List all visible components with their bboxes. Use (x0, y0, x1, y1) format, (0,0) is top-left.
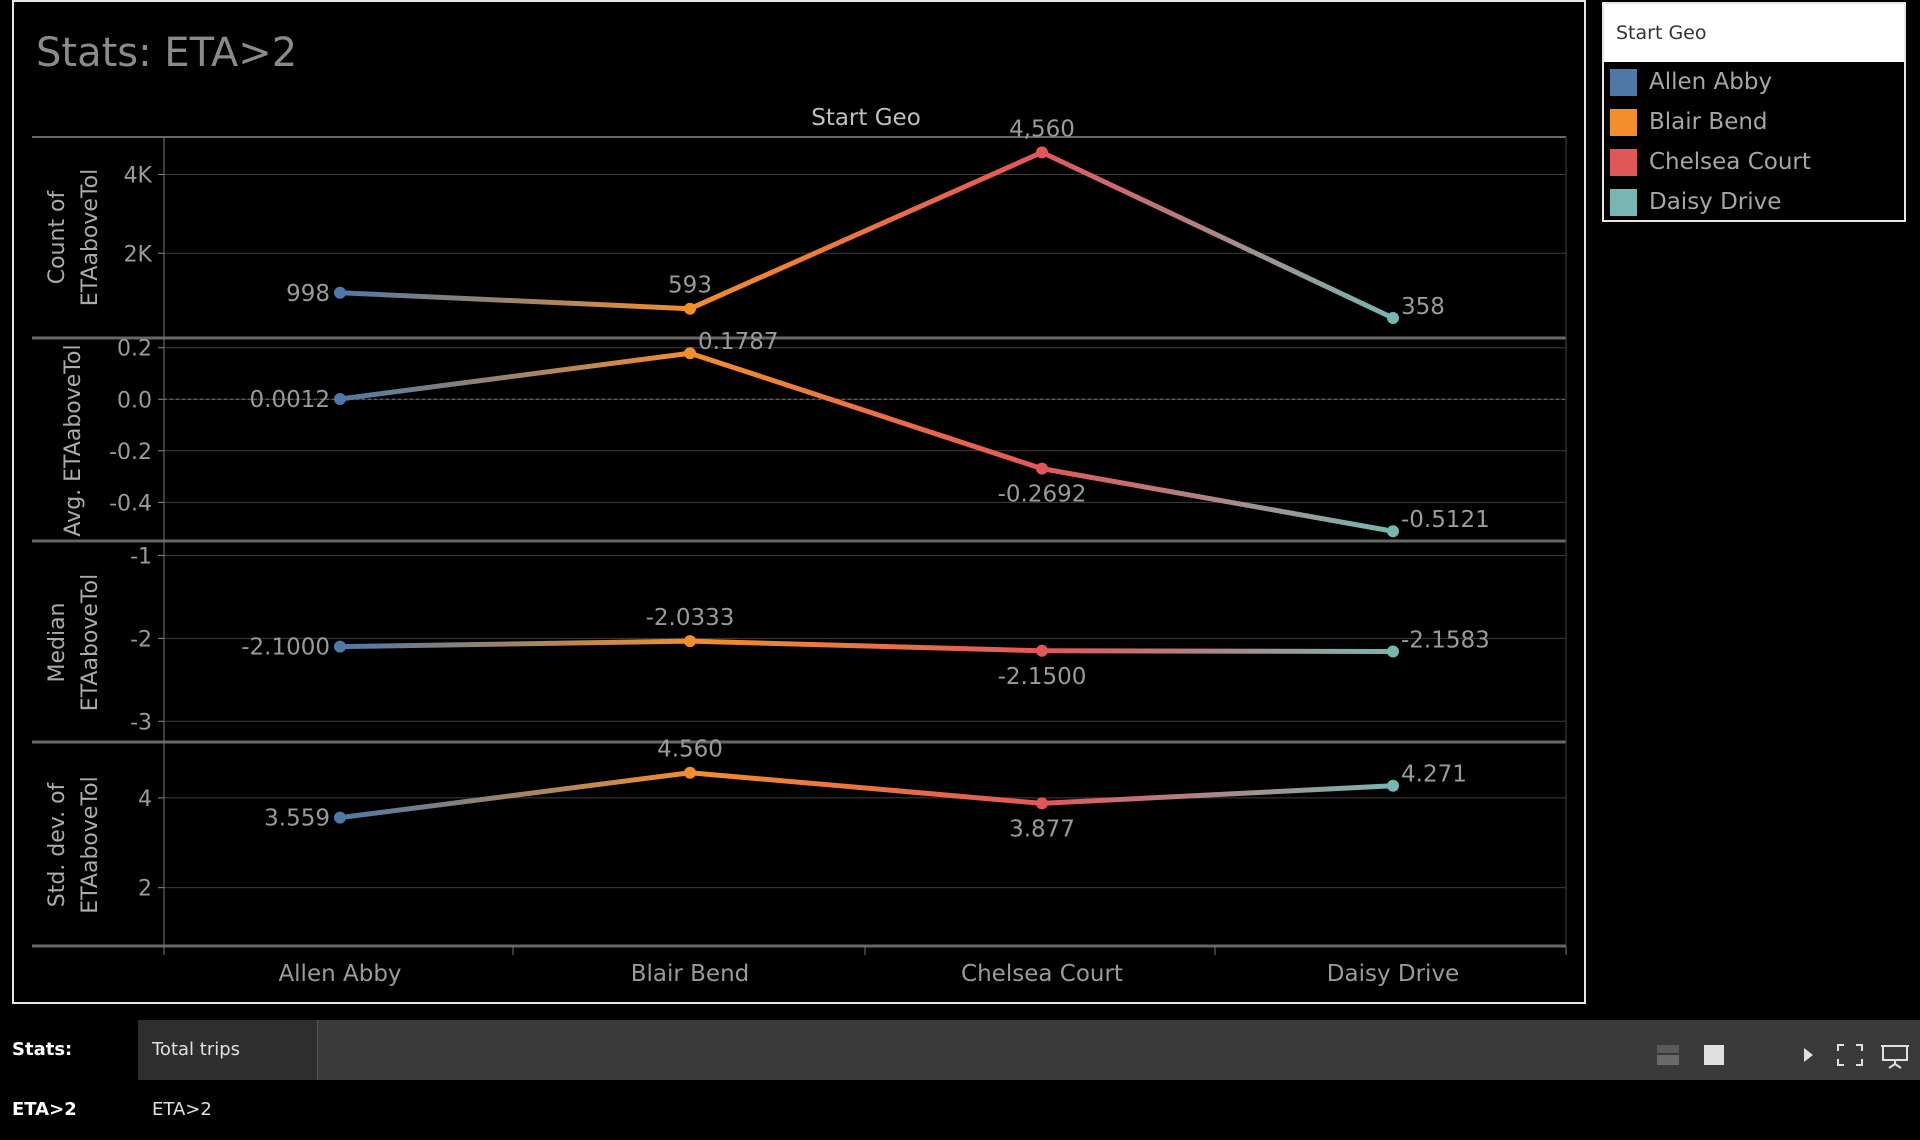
legend: Start Geo Allen Abby Blair Bend Chelsea … (1602, 2, 1906, 222)
legend-label: Daisy Drive (1649, 189, 1782, 215)
data-label: 998 (286, 281, 330, 307)
legend-swatch (1610, 68, 1637, 96)
series-line-segment (337, 290, 693, 312)
presentation-icon[interactable] (1880, 1043, 1910, 1069)
series-line-segment (1039, 648, 1396, 654)
series-line-segment (1039, 466, 1396, 534)
y-tick-label: 2 (138, 877, 152, 902)
data-label: -0.5121 (1401, 507, 1490, 533)
data-label: 358 (1401, 294, 1445, 320)
series-line-segment (337, 350, 693, 402)
y-axis-title: Avg. ETAaboveTol (61, 344, 86, 536)
page-title: Stats: ETA>2 (36, 30, 298, 76)
y-axis-title: Median ETAaboveTol (45, 574, 103, 711)
data-point (1036, 797, 1048, 810)
y-axis-title: Count of ETAaboveTol (45, 169, 103, 306)
series-line-segment (1039, 783, 1396, 806)
data-point (684, 766, 696, 779)
tab-total-trips-eta[interactable]: Total trips ETA>2 (138, 1020, 318, 1120)
data-label: -2.0333 (646, 605, 735, 631)
legend-item-chelsea-court[interactable]: Chelsea Court (1604, 142, 1904, 182)
tab-stats-eta[interactable]: Stats: ETA>2 (0, 1020, 138, 1120)
data-point (684, 635, 696, 648)
data-point (1387, 645, 1399, 658)
data-label: 0.0012 (250, 387, 330, 413)
data-point (334, 286, 346, 299)
legend-label: Chelsea Court (1649, 149, 1811, 175)
legend-item-blair-bend[interactable]: Blair Bend (1604, 102, 1904, 142)
data-point (1387, 525, 1399, 538)
x-tick-label: Allen Abby (278, 961, 401, 987)
y-tick-label: -2 (130, 627, 152, 652)
chart-area: Start Geo 2K 4K Count of ETAaboveTol 998 593 4,… (32, 105, 1567, 987)
layout-icon[interactable] (1656, 1043, 1680, 1067)
legend-label: Blair Bend (1649, 109, 1768, 135)
y-tick-label: -1 (130, 544, 152, 569)
series-line-segment (687, 638, 1045, 654)
data-label: 4.560 (657, 737, 723, 763)
data-point (1387, 311, 1399, 324)
play-icon[interactable] (1796, 1043, 1820, 1067)
sheet-tab-bar: Stats: ETA>2 Total trips ETA>2 (0, 1020, 1920, 1120)
legend-title: Start Geo (1604, 4, 1904, 62)
data-point (684, 302, 696, 315)
series-line-segment (337, 638, 693, 650)
y-tick-label: -0.4 (109, 491, 152, 516)
data-label: -0.2692 (998, 482, 1087, 508)
data-label: 3.877 (1009, 816, 1075, 842)
square-icon[interactable] (1702, 1043, 1726, 1067)
data-point (334, 811, 346, 824)
column-header: Start Geo (811, 105, 921, 131)
y-tick-label: 0.0 (117, 388, 152, 413)
x-tick-label: Daisy Drive (1327, 961, 1459, 987)
series-line-segment (687, 149, 1045, 312)
data-label: 4.271 (1401, 762, 1467, 788)
data-point (1036, 644, 1048, 657)
y-tick-label: 4K (124, 163, 153, 188)
fullscreen-icon[interactable] (1836, 1043, 1864, 1067)
legend-item-daisy-drive[interactable]: Daisy Drive (1604, 182, 1904, 222)
data-label: 4,560 (1009, 116, 1075, 142)
data-label: 593 (668, 273, 712, 299)
legend-label: Allen Abby (1649, 69, 1773, 95)
x-tick-label: Chelsea Court (961, 961, 1123, 987)
data-point (1036, 146, 1048, 159)
data-label: -2.1583 (1401, 627, 1490, 653)
series-line-segment (687, 350, 1045, 472)
y-tick-label: 0.2 (117, 337, 152, 362)
data-label: 0.1787 (698, 329, 778, 355)
legend-swatch (1610, 188, 1637, 216)
data-label: -2.1500 (998, 664, 1087, 690)
data-point (334, 392, 346, 405)
series-line-segment (337, 770, 693, 821)
data-label: -2.1000 (241, 635, 330, 661)
legend-item-allen-abby[interactable]: Allen Abby (1604, 62, 1904, 102)
data-point (1036, 462, 1048, 475)
y-axis-title: Std. dev. of ETAaboveTol (45, 776, 103, 913)
y-tick-label: -3 (130, 710, 152, 735)
data-point (334, 640, 346, 653)
legend-swatch (1610, 108, 1637, 136)
y-tick-label: -0.2 (109, 440, 152, 465)
x-tick-label: Blair Bend (631, 961, 750, 987)
data-point (1387, 779, 1399, 792)
data-point (684, 347, 696, 360)
legend-swatch (1610, 148, 1637, 176)
series-line-segment (687, 770, 1045, 806)
series-line-segment (1039, 149, 1396, 321)
y-tick-label: 2K (124, 242, 153, 267)
y-tick-label: 4 (138, 787, 152, 812)
data-label: 3.559 (264, 806, 330, 832)
